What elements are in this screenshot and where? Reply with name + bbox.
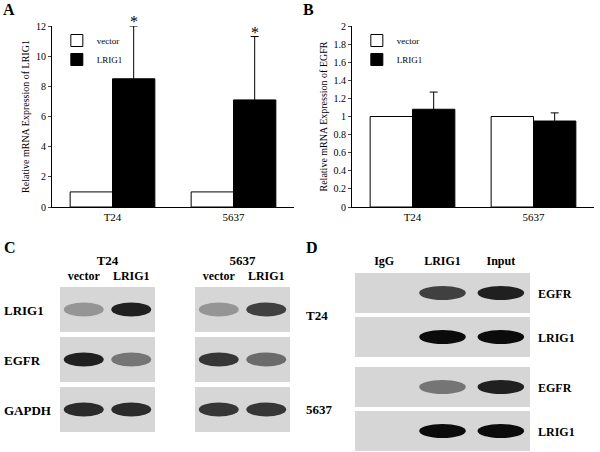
svg-text:vector: vector [397,36,420,46]
svg-text:EGFR: EGFR [538,381,572,395]
svg-text:IgG: IgG [374,254,394,268]
svg-text:LRIG1: LRIG1 [538,425,575,439]
svg-text:6: 6 [41,111,46,122]
svg-text:0.8: 0.8 [334,129,347,140]
svg-text:2: 2 [341,21,346,32]
svg-text:Input: Input [486,254,515,268]
svg-text:Relative mRNA Expression of LR: Relative mRNA Expression of LRIG1 [20,40,31,193]
svg-text:0.4: 0.4 [334,165,347,176]
svg-text:T24: T24 [104,211,122,223]
svg-text:T24: T24 [404,211,422,223]
svg-text:4: 4 [41,141,46,152]
svg-text:5637: 5637 [306,402,333,417]
svg-text:*: * [130,13,138,30]
svg-text:1.6: 1.6 [334,57,347,68]
svg-text:EGFR: EGFR [538,287,572,301]
svg-text:vector: vector [97,36,120,46]
svg-text:C: C [4,239,16,256]
svg-text:B: B [303,1,314,18]
svg-text:GAPDH: GAPDH [4,403,51,418]
svg-text:0.2: 0.2 [334,183,347,194]
svg-text:*: * [251,24,259,41]
svg-text:5637: 5637 [523,211,546,223]
svg-text:10: 10 [36,51,46,62]
svg-text:1.8: 1.8 [334,39,347,50]
svg-text:D: D [306,239,318,256]
svg-text:LRIG1: LRIG1 [113,269,150,283]
svg-text:T24: T24 [97,253,119,268]
svg-text:1.2: 1.2 [334,93,347,104]
svg-text:5637: 5637 [230,253,257,268]
svg-text:8: 8 [41,81,46,92]
svg-text:0: 0 [41,202,46,213]
svg-text:LRIG1: LRIG1 [424,254,461,268]
svg-text:T24: T24 [306,308,328,323]
svg-text:1.4: 1.4 [334,75,347,86]
svg-text:12: 12 [36,21,46,32]
svg-text:LRIG1: LRIG1 [538,331,575,345]
svg-text:LRIG1: LRIG1 [4,303,44,318]
svg-text:LRIG1: LRIG1 [248,269,285,283]
svg-text:Relative mRNA Expression of EG: Relative mRNA Expression of EGFR [318,41,329,191]
svg-text:0: 0 [341,202,346,213]
svg-text:vector: vector [203,269,236,283]
svg-text:EGFR: EGFR [4,353,41,368]
svg-text:2: 2 [41,171,46,182]
svg-text:LRIG1: LRIG1 [397,55,423,65]
svg-text:0.6: 0.6 [334,147,347,158]
svg-text:vector: vector [68,269,101,283]
svg-text:5637: 5637 [223,211,246,223]
svg-text:LRIG1: LRIG1 [97,55,123,65]
svg-text:1: 1 [341,111,346,122]
svg-text:A: A [3,1,15,18]
